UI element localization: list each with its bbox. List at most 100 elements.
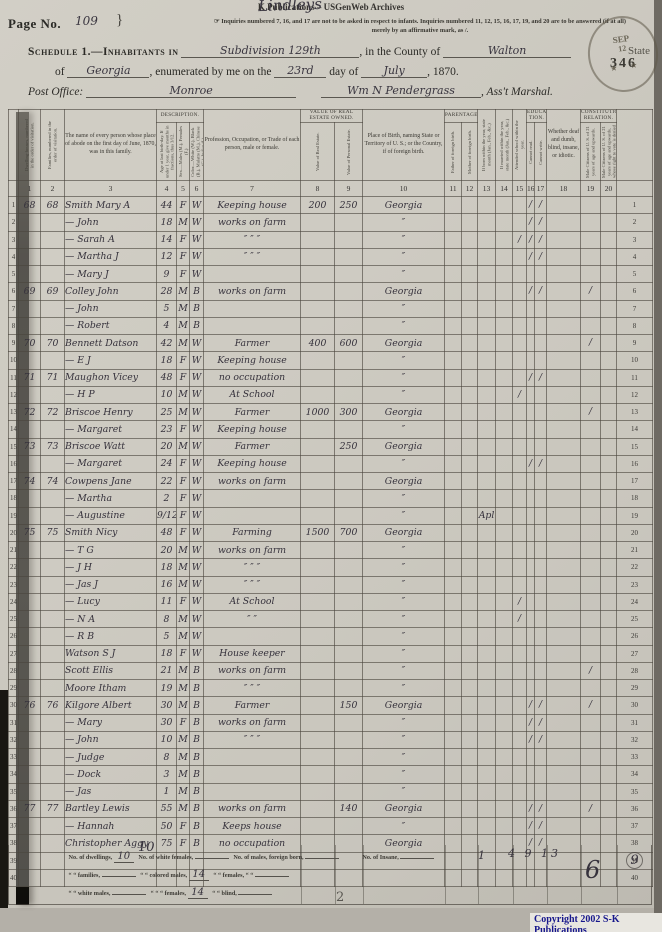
- cell-male-citizen: [580, 609, 602, 629]
- row-number-left: 12: [8, 385, 19, 405]
- column-header-20: Male Citizens of U. S. of 21 years of ag…: [600, 122, 618, 181]
- row-number-left: 16: [8, 454, 19, 474]
- cell-deaf-dumb: [546, 230, 582, 249]
- day-value: 23rd: [274, 64, 327, 78]
- cell-attended-school: [512, 747, 528, 767]
- cell-married-month: [495, 454, 514, 474]
- cell-sex: F: [176, 420, 190, 439]
- row-number-left: 3: [8, 230, 19, 249]
- cell-age: 21: [156, 661, 177, 681]
- cell-male-citizen: [580, 523, 602, 543]
- cell-male-citizen: [580, 316, 602, 336]
- cell-deaf-dumb: [546, 437, 582, 456]
- cell-married-month: [495, 247, 514, 267]
- cell-birthplace: ″: [362, 592, 446, 612]
- column-header-17: Cannot write.: [534, 122, 548, 181]
- cell-color: W: [188, 558, 205, 577]
- cell-vote-denied: [600, 799, 618, 819]
- cell-cannot-read: [526, 627, 536, 646]
- cell-age: 10: [156, 385, 177, 405]
- cell-age: 4: [156, 316, 177, 336]
- cell-dwelling: 68: [18, 195, 41, 215]
- row-number-left: 24: [8, 592, 19, 612]
- totals-grid-line: [581, 845, 582, 904]
- cell-birthplace: ″: [362, 661, 446, 681]
- cell-mother-foreign: [461, 316, 479, 336]
- cell-family: [40, 264, 65, 284]
- cell-color: B: [188, 299, 205, 318]
- schedule-line-2: of Georgia, enumerated by me on the 23rd…: [55, 64, 615, 78]
- row-number-left: 6: [8, 282, 19, 301]
- cell-married-month: [495, 368, 514, 387]
- cell-married-month: [495, 264, 514, 284]
- cell-attended-school: [512, 247, 528, 267]
- cell-color: W: [188, 333, 205, 353]
- cell-personal-estate: [334, 454, 364, 474]
- cell-color: B: [188, 747, 205, 767]
- cell-deaf-dumb: [546, 782, 582, 801]
- cell-sex: M: [176, 609, 190, 629]
- cell-cannot-write: [534, 782, 548, 801]
- row-number-right: 30: [616, 696, 654, 715]
- cell-cannot-write: [534, 471, 548, 491]
- column-number-13: 13: [477, 180, 497, 197]
- cell-sex: F: [176, 454, 190, 474]
- row-number-right: 31: [616, 713, 654, 732]
- cell-male-citizen: [580, 644, 602, 663]
- totals-value: 14: [187, 887, 208, 899]
- cell-birthplace: ″: [362, 230, 446, 249]
- cell-color: W: [188, 420, 205, 439]
- cell-born-month: [477, 333, 497, 353]
- post-office-label: Post Office:: [28, 86, 84, 98]
- cell-attended-school: [512, 333, 528, 353]
- cell-vote-denied: [600, 506, 618, 525]
- day-of-label: day of: [329, 66, 359, 78]
- census-table: Dwelling-houses, numbered in the order o…: [8, 109, 654, 888]
- cell-born-month: [477, 402, 497, 422]
- cell-vote-denied: [600, 747, 618, 767]
- column-number-blank-left: [8, 180, 19, 197]
- margin-tally: 10: [138, 840, 155, 855]
- cell-sex: M: [176, 299, 190, 318]
- cell-personal-estate: [334, 782, 364, 801]
- cell-male-citizen: [580, 592, 602, 612]
- row-number-right: 35: [616, 782, 654, 801]
- cell-sex: M: [176, 747, 190, 767]
- cell-male-citizen: [580, 765, 602, 784]
- cell-married-month: [495, 385, 514, 405]
- marshal-signature: Wm N Pendergrass: [321, 84, 481, 98]
- of-label: of: [55, 66, 65, 78]
- cell-deaf-dumb: [546, 713, 582, 732]
- cell-age: 3: [156, 765, 177, 784]
- cell-birthplace: ″: [362, 747, 446, 767]
- cell-name: Moore Itham: [64, 678, 157, 698]
- cell-color: B: [188, 765, 205, 784]
- cell-vote-denied: [600, 765, 618, 784]
- row-number-left: 25: [8, 609, 19, 629]
- table-row: 9 70 70 Bennett Datson 42 M W Farmer 400 600 Georg…: [8, 333, 654, 353]
- cell-occupation: Keeping house: [203, 454, 302, 474]
- cell-family: [40, 506, 65, 525]
- cell-born-month: [477, 678, 497, 698]
- table-row: 12 — H P 10 M W At School ″ / 12: [8, 385, 654, 405]
- cell-married-month: [495, 575, 514, 594]
- cell-birthplace: ″: [362, 627, 446, 646]
- cell-name: — J H: [64, 558, 157, 577]
- cell-attended-school: [512, 402, 528, 422]
- column-header-11: Father of foreign birth.: [444, 122, 463, 181]
- cell-occupation: works on farm: [203, 713, 302, 732]
- cell-real-estate: [300, 747, 336, 767]
- cell-vote-denied: [600, 678, 618, 698]
- cell-dwelling: [18, 678, 41, 698]
- cell-occupation: At School: [203, 592, 302, 612]
- cell-cannot-write: [534, 609, 548, 629]
- column-number-17: 17: [534, 180, 548, 197]
- cell-color: W: [188, 264, 205, 284]
- cell-mother-foreign: [461, 471, 479, 491]
- cell-age: 12: [156, 247, 177, 267]
- cell-name: Scott Ellis: [64, 661, 157, 681]
- cell-father-foreign: [444, 368, 463, 387]
- cell-mother-foreign: [461, 696, 479, 715]
- column-number-18: 18: [546, 180, 582, 197]
- cell-name: — Margaret: [64, 420, 157, 439]
